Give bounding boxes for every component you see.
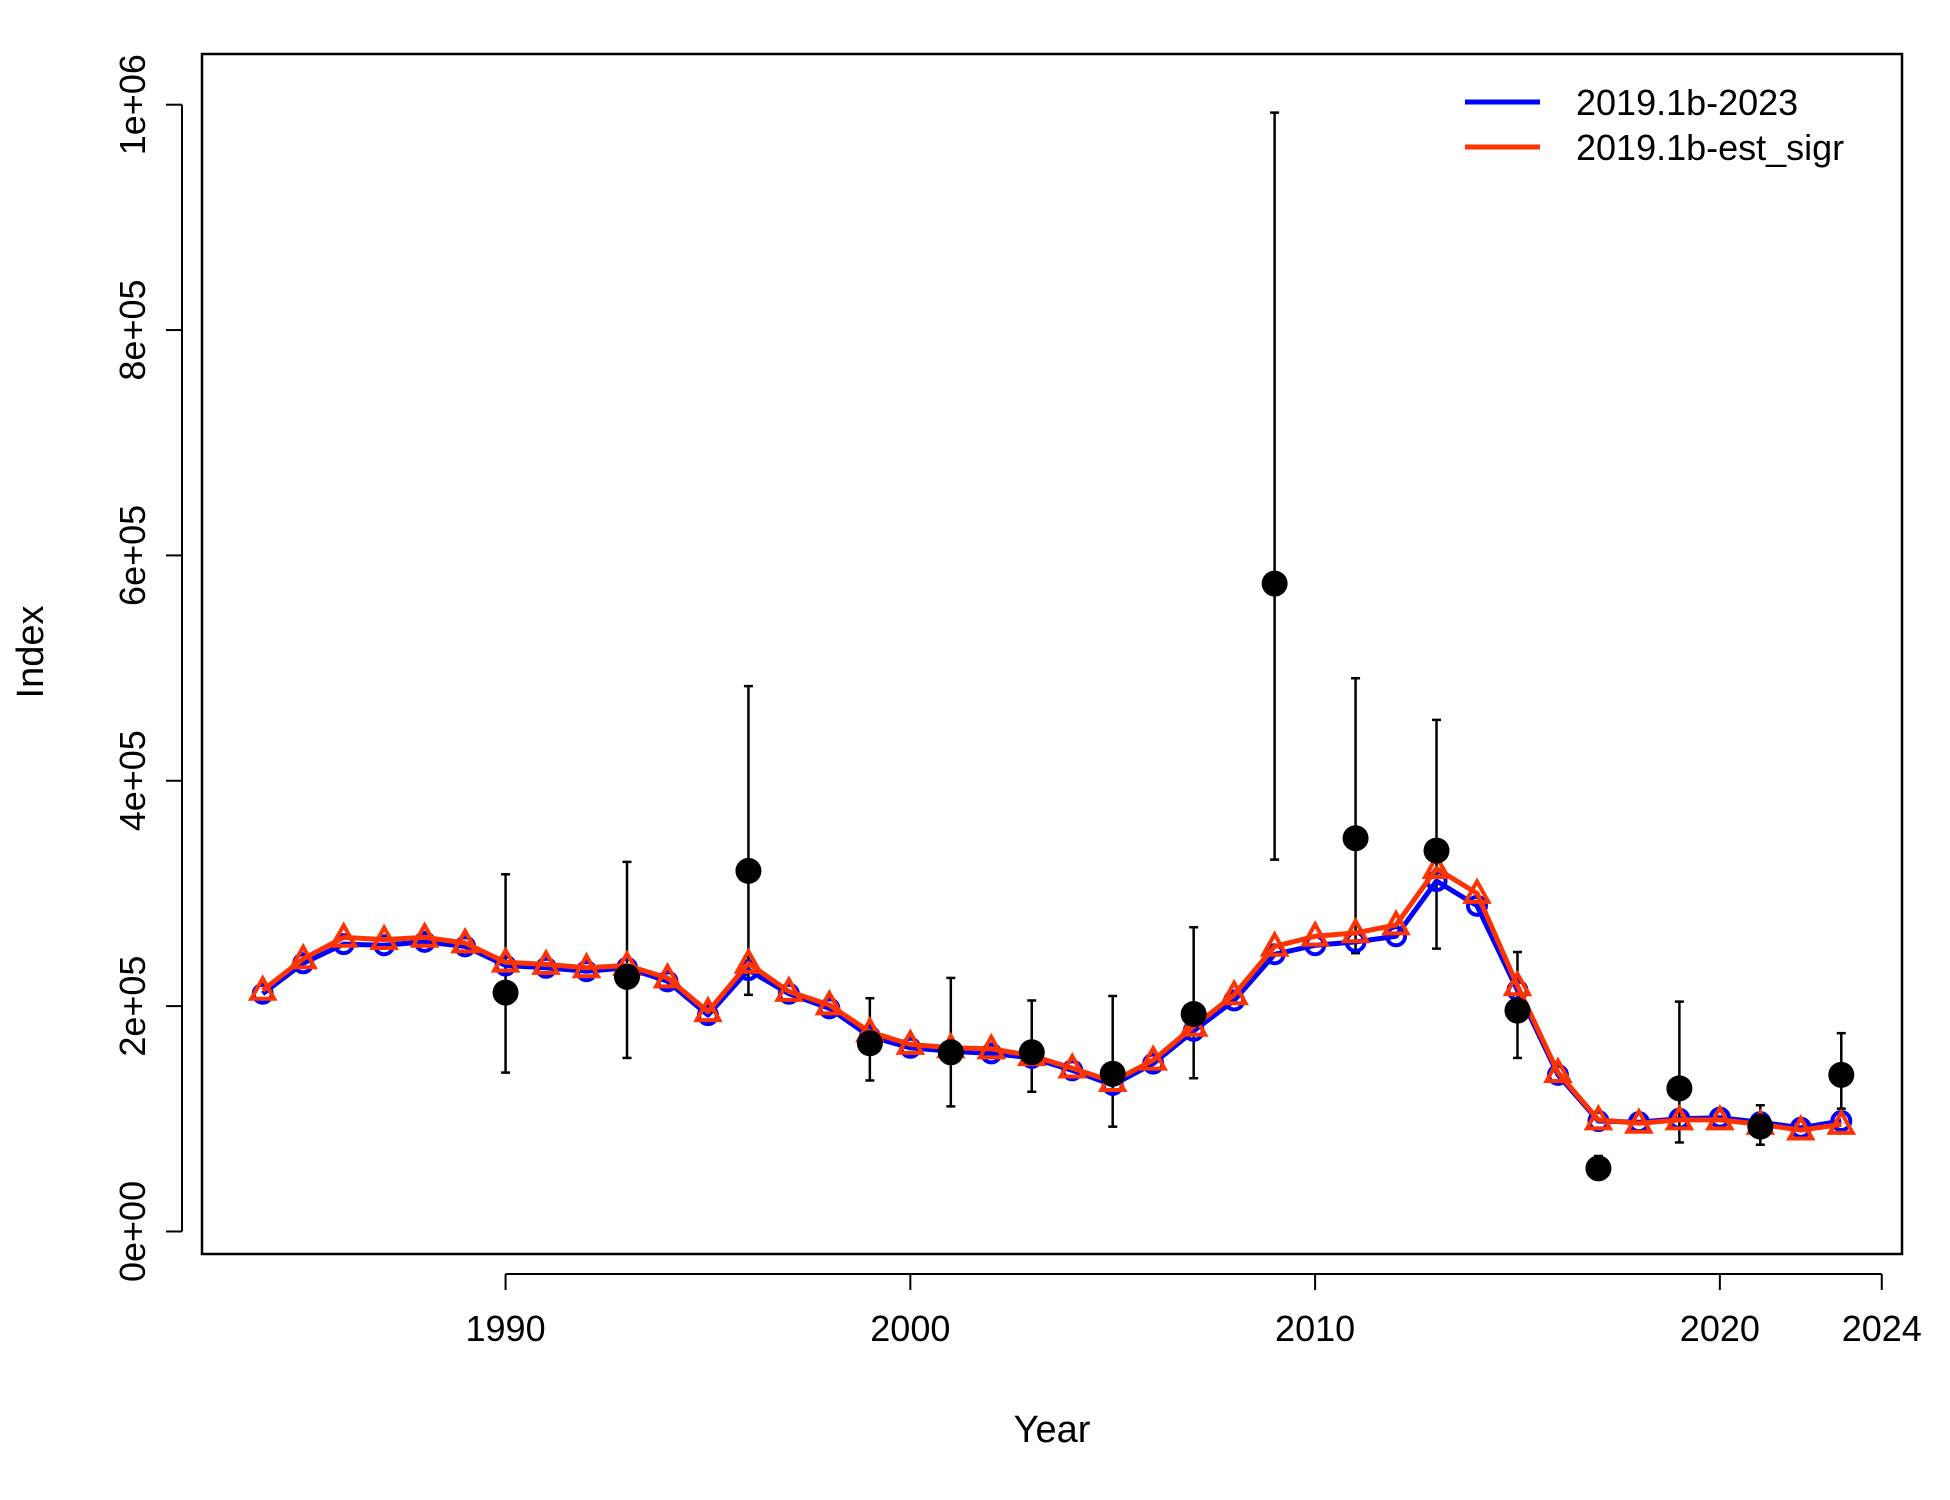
series-2-point-1990 bbox=[490, 946, 521, 973]
series-2-point-1992 bbox=[571, 951, 602, 979]
observation-point-1993 bbox=[614, 963, 640, 990]
observation-point-2001 bbox=[937, 1039, 964, 1066]
observation-point-2005 bbox=[1099, 1060, 1126, 1087]
y-tick-label-8e+05: 8e+05 bbox=[112, 280, 153, 381]
observation-point-2019 bbox=[1666, 1075, 1693, 1102]
x-axis-title: Year bbox=[1014, 1409, 1091, 1451]
series-2-point-2022 bbox=[1786, 1113, 1816, 1141]
series-2-point-2012 bbox=[1381, 908, 1411, 936]
series-2-point-2015 bbox=[1502, 969, 1533, 997]
series-2-point-2014 bbox=[1462, 877, 1492, 904]
series-2-point-2011 bbox=[1340, 916, 1371, 944]
y-axis: 0e+00 2e+05 4e+05 6e+05 8e+05 1e+06 bbox=[112, 54, 183, 1282]
observation-point-2023 bbox=[1828, 1061, 1855, 1088]
series-2-point-1988 bbox=[409, 921, 440, 948]
observation-point-2003 bbox=[1018, 1039, 1045, 1066]
series-2-point-1985 bbox=[288, 942, 318, 970]
x-tick-label-2020: 2020 bbox=[1680, 1308, 1760, 1349]
series-2-point-2017 bbox=[1583, 1103, 1614, 1131]
series-2-point-1984 bbox=[247, 974, 278, 1001]
series-2-point-2009 bbox=[1259, 930, 1290, 957]
observation-point-2009 bbox=[1261, 570, 1288, 597]
observation-point-2017 bbox=[1585, 1155, 1612, 1182]
observation-point-1990 bbox=[492, 979, 519, 1006]
series-2-point-1987 bbox=[369, 923, 399, 951]
series-2-point-1991 bbox=[531, 948, 561, 975]
series-2-point-2002 bbox=[976, 1032, 1007, 1060]
y-axis-title: Index bbox=[10, 606, 52, 699]
series-2-point-2010 bbox=[1300, 920, 1330, 947]
series-2-point-2020 bbox=[1705, 1103, 1735, 1131]
series-2-point-1998 bbox=[814, 988, 845, 1016]
legend-label-series-1: 2019.1b-2023 bbox=[1576, 82, 1798, 123]
observation-points bbox=[492, 570, 1855, 1182]
series-2-point-2018 bbox=[1624, 1107, 1654, 1134]
series-2-point-2000 bbox=[895, 1028, 926, 1055]
series-2-point-2008 bbox=[1219, 978, 1249, 1006]
observation-point-2011 bbox=[1342, 825, 1369, 852]
legend-label-series-2: 2019.1b-est_sigr bbox=[1576, 127, 1844, 168]
series-2-point-1994 bbox=[652, 961, 683, 989]
series-line-2 bbox=[261, 866, 1842, 1133]
observation-point-1999 bbox=[856, 1030, 883, 1057]
series-2-point-2013 bbox=[1421, 852, 1452, 880]
observation-point-2021 bbox=[1747, 1113, 1774, 1140]
series-2-point-1997 bbox=[774, 975, 804, 1002]
series-2-point-1986 bbox=[328, 921, 359, 948]
series-2-point-2006 bbox=[1138, 1044, 1168, 1071]
x-axis: 1990 2000 2010 2020 2024 bbox=[466, 1273, 1922, 1349]
observation-point-2007 bbox=[1180, 1001, 1207, 1027]
series-2-point-1996 bbox=[733, 947, 764, 974]
y-tick-label-4e+05: 4e+05 bbox=[112, 730, 153, 831]
series-2-point-1989 bbox=[450, 926, 480, 954]
series-2-point-1995 bbox=[693, 995, 723, 1023]
x-tick-label-2000: 2000 bbox=[870, 1308, 950, 1349]
observation-point-2015 bbox=[1504, 997, 1531, 1024]
series-2-point-2019 bbox=[1664, 1103, 1695, 1131]
x-tick-label-2010: 2010 bbox=[1275, 1308, 1355, 1349]
series-2-point-2004 bbox=[1057, 1051, 1088, 1079]
series-2-point-2016 bbox=[1543, 1056, 1573, 1083]
y-tick-label-2e+05: 2e+05 bbox=[112, 956, 153, 1057]
observation-point-2013 bbox=[1423, 837, 1450, 864]
y-tick-label-6e+05: 6e+05 bbox=[112, 505, 153, 606]
error-bars bbox=[501, 111, 1846, 1180]
observation-point-1996 bbox=[735, 857, 762, 884]
plot-box bbox=[200, 52, 1904, 1256]
legend: 2019.1b-2023 2019.1b-est_sigr bbox=[1465, 82, 1844, 168]
x-tick-label-2024: 2024 bbox=[1842, 1308, 1922, 1349]
y-tick-label-0e+00: 0e+00 bbox=[112, 1181, 153, 1282]
y-tick-label-1e+06: 1e+06 bbox=[112, 54, 153, 155]
x-tick-label-1990: 1990 bbox=[466, 1308, 546, 1349]
series-2-point-2023 bbox=[1826, 1108, 1857, 1135]
